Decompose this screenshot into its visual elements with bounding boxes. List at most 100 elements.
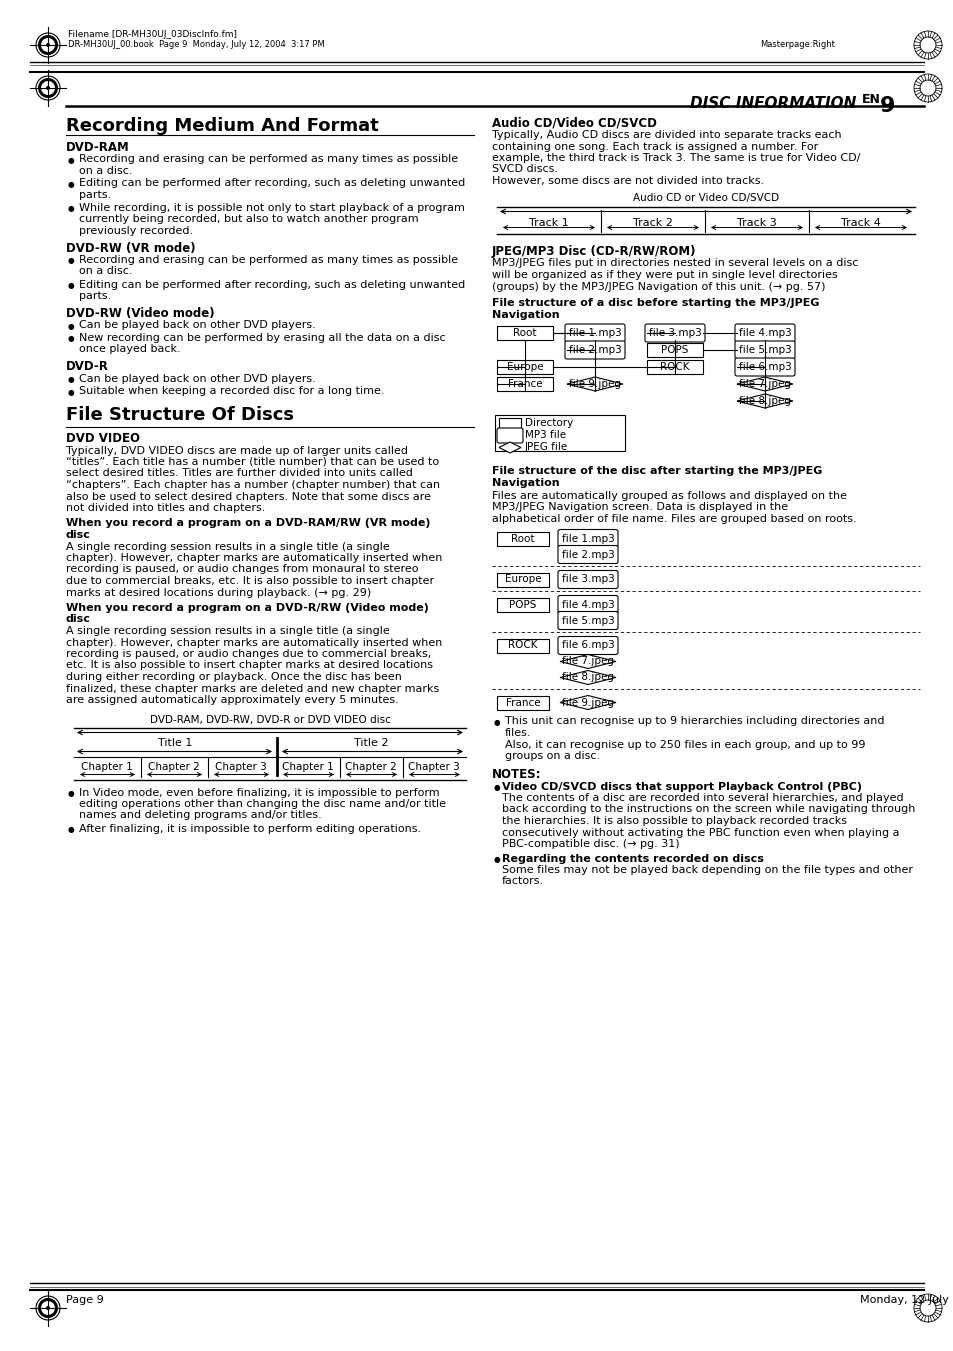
Text: After finalizing, it is impossible to perform editing operations.: After finalizing, it is impossible to pe… xyxy=(79,824,420,834)
Text: chapter). However, chapter marks are automatically inserted when: chapter). However, chapter marks are aut… xyxy=(66,638,442,647)
Text: Track 3: Track 3 xyxy=(737,218,776,227)
Text: file 6.mp3: file 6.mp3 xyxy=(738,362,791,372)
Text: file 9.jpeg: file 9.jpeg xyxy=(561,697,614,708)
Text: Chapter 2: Chapter 2 xyxy=(345,762,396,771)
Text: Regarding the contents recorded on discs: Regarding the contents recorded on discs xyxy=(501,854,763,863)
Text: ROCK: ROCK xyxy=(659,362,689,372)
Text: file 4.mp3: file 4.mp3 xyxy=(561,600,614,609)
Text: Recording and erasing can be performed as many times as possible: Recording and erasing can be performed a… xyxy=(79,154,457,163)
Text: ●: ● xyxy=(68,376,74,384)
Text: during either recording or playback. Once the disc has been: during either recording or playback. Onc… xyxy=(66,671,401,682)
Bar xyxy=(646,359,702,374)
Text: currently being recorded, but also to watch another program: currently being recorded, but also to wa… xyxy=(79,215,418,224)
Polygon shape xyxy=(566,377,622,390)
Text: file 2.mp3: file 2.mp3 xyxy=(568,345,620,355)
Text: Page 9: Page 9 xyxy=(66,1296,104,1305)
FancyBboxPatch shape xyxy=(644,324,704,342)
Text: not divided into titles and chapters.: not divided into titles and chapters. xyxy=(66,503,265,513)
FancyBboxPatch shape xyxy=(564,324,624,342)
FancyBboxPatch shape xyxy=(734,324,794,342)
Text: file 5.mp3: file 5.mp3 xyxy=(561,616,614,626)
Circle shape xyxy=(38,78,58,99)
Circle shape xyxy=(46,86,50,91)
Text: file 3.mp3: file 3.mp3 xyxy=(561,574,614,585)
Text: on a disc.: on a disc. xyxy=(79,166,132,176)
Text: DVD-RAM, DVD-RW, DVD-R or DVD VIDEO disc: DVD-RAM, DVD-RW, DVD-R or DVD VIDEO disc xyxy=(150,715,390,724)
Text: editing operations other than changing the disc name and/or title: editing operations other than changing t… xyxy=(79,798,446,809)
Bar xyxy=(497,639,548,653)
Text: chapter). However, chapter marks are automatically inserted when: chapter). However, chapter marks are aut… xyxy=(66,553,442,563)
Text: File Structure Of Discs: File Structure Of Discs xyxy=(66,407,294,424)
Text: MP3 file: MP3 file xyxy=(524,431,565,440)
Text: file 8.jpeg: file 8.jpeg xyxy=(739,396,790,407)
Text: containing one song. Each track is assigned a number. For: containing one song. Each track is assig… xyxy=(492,142,818,151)
Text: example, the third track is Track 3. The same is true for Video CD/: example, the third track is Track 3. The… xyxy=(492,153,860,163)
Text: file 7.jpeg: file 7.jpeg xyxy=(561,657,614,666)
Text: Typically, Audio CD discs are divided into separate tracks each: Typically, Audio CD discs are divided in… xyxy=(492,130,841,141)
Text: files.: files. xyxy=(504,728,531,738)
Text: ●: ● xyxy=(68,204,74,213)
Text: ●: ● xyxy=(68,180,74,189)
Text: ●: ● xyxy=(68,257,74,266)
FancyBboxPatch shape xyxy=(558,570,618,589)
FancyBboxPatch shape xyxy=(558,546,618,563)
Circle shape xyxy=(46,1306,50,1310)
Text: ROCK: ROCK xyxy=(508,640,537,650)
Text: DR-MH30UJ_00.book  Page 9  Monday, July 12, 2004  3:17 PM: DR-MH30UJ_00.book Page 9 Monday, July 12… xyxy=(68,41,324,49)
Text: Also, it can recognise up to 250 files in each group, and up to 99: Also, it can recognise up to 250 files i… xyxy=(504,739,864,750)
Polygon shape xyxy=(498,442,520,453)
Text: However, some discs are not divided into tracks.: However, some discs are not divided into… xyxy=(492,176,763,186)
Bar xyxy=(497,377,553,390)
Text: When you record a program on a DVD-R/RW (Video mode): When you record a program on a DVD-R/RW … xyxy=(66,603,429,613)
Text: Files are automatically grouped as follows and displayed on the: Files are automatically grouped as follo… xyxy=(492,490,846,501)
Text: once played back.: once played back. xyxy=(79,345,180,354)
Text: file 8.jpeg: file 8.jpeg xyxy=(561,673,614,682)
Text: marks at desired locations during playback. (→ pg. 29): marks at desired locations during playba… xyxy=(66,588,371,597)
Text: recording is paused, or audio changes from monaural to stereo: recording is paused, or audio changes fr… xyxy=(66,565,418,574)
Text: A single recording session results in a single title (a single: A single recording session results in a … xyxy=(66,542,390,551)
Text: ●: ● xyxy=(68,789,74,798)
Text: the hierarchies. It is also possible to playback recorded tracks: the hierarchies. It is also possible to … xyxy=(501,816,846,825)
Text: ●: ● xyxy=(68,281,74,290)
Text: parts.: parts. xyxy=(79,190,112,200)
Text: MP3/JPEG files put in directories nested in several levels on a disc: MP3/JPEG files put in directories nested… xyxy=(492,258,858,269)
Text: Europe: Europe xyxy=(504,574,540,585)
Text: France: France xyxy=(505,697,539,708)
Text: consecutively without activating the PBC function even when playing a: consecutively without activating the PBC… xyxy=(501,828,899,838)
Polygon shape xyxy=(559,654,616,669)
Text: previously recorded.: previously recorded. xyxy=(79,226,193,236)
Text: DVD-R: DVD-R xyxy=(66,361,109,373)
Text: back according to the instructions on the screen while navigating through: back according to the instructions on th… xyxy=(501,804,915,815)
Text: POPS: POPS xyxy=(660,345,688,355)
Text: file 6.mp3: file 6.mp3 xyxy=(561,640,614,650)
Text: Title 1: Title 1 xyxy=(157,738,192,747)
Text: File structure of a disc before starting the MP3/JPEG: File structure of a disc before starting… xyxy=(492,299,819,308)
Text: Video CD/SVCD discs that support Playback Control (PBC): Video CD/SVCD discs that support Playbac… xyxy=(501,781,862,792)
Text: The contents of a disc are recorded into several hierarchies, and played: The contents of a disc are recorded into… xyxy=(501,793,902,802)
Text: Audio CD or Video CD/SVCD: Audio CD or Video CD/SVCD xyxy=(632,193,779,204)
Polygon shape xyxy=(559,670,616,685)
Text: names and deleting programs and/or titles.: names and deleting programs and/or title… xyxy=(79,811,321,820)
Text: will be organized as if they were put in single level directories: will be organized as if they were put in… xyxy=(492,270,837,280)
Text: This unit can recognise up to 9 hierarchies including directories and: This unit can recognise up to 9 hierarch… xyxy=(504,716,883,727)
FancyBboxPatch shape xyxy=(558,530,618,547)
Text: Root: Root xyxy=(513,328,537,338)
Polygon shape xyxy=(559,696,616,709)
Text: are assigned automatically approximately every 5 minutes.: are assigned automatically approximately… xyxy=(66,694,398,705)
Text: Typically, DVD VIDEO discs are made up of larger units called: Typically, DVD VIDEO discs are made up o… xyxy=(66,446,408,455)
Text: Navigation: Navigation xyxy=(492,309,559,319)
Text: In Video mode, even before finalizing, it is impossible to perform: In Video mode, even before finalizing, i… xyxy=(79,788,439,797)
Text: Editing can be performed after recording, such as deleting unwanted: Editing can be performed after recording… xyxy=(79,178,465,189)
Text: File structure of the disc after starting the MP3/JPEG: File structure of the disc after startin… xyxy=(492,466,821,476)
Circle shape xyxy=(41,1301,55,1315)
Polygon shape xyxy=(737,394,792,408)
Text: Masterpage:Right: Masterpage:Right xyxy=(760,41,834,49)
Text: ●: ● xyxy=(68,825,74,834)
Circle shape xyxy=(38,1298,58,1319)
Bar xyxy=(498,417,520,430)
FancyBboxPatch shape xyxy=(734,358,794,376)
Text: file 2.mp3: file 2.mp3 xyxy=(561,550,614,559)
Text: France: France xyxy=(507,380,541,389)
FancyBboxPatch shape xyxy=(497,428,522,443)
Text: Suitable when keeping a recorded disc for a long time.: Suitable when keeping a recorded disc fo… xyxy=(79,386,384,396)
